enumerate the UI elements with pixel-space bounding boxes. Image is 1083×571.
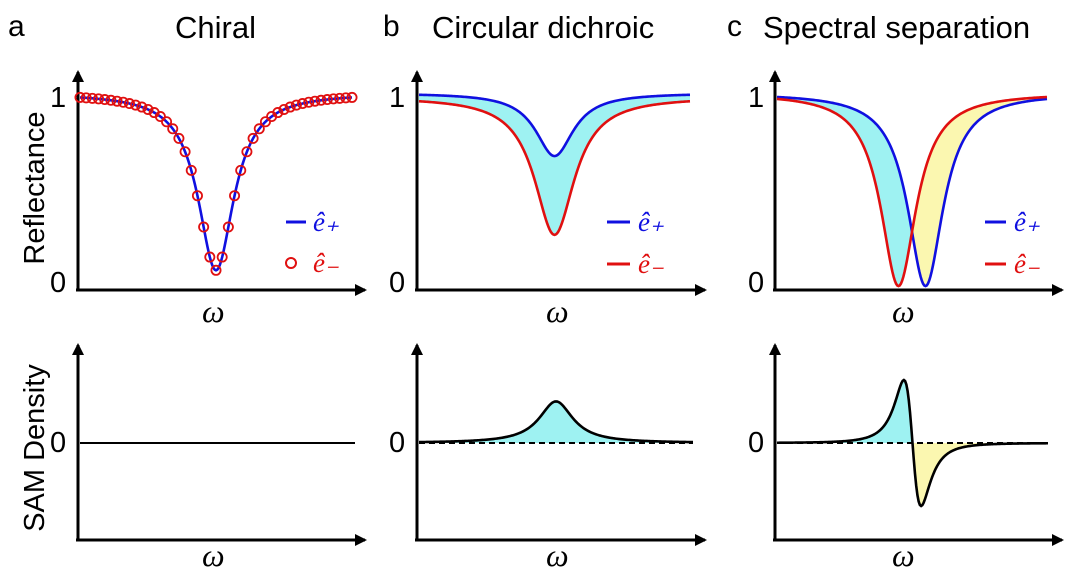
legend-plus-label: ê₊ bbox=[313, 207, 339, 237]
sam-density-curve bbox=[776, 378, 1049, 508]
series-minus-marker bbox=[130, 99, 142, 111]
tick-one: 1 bbox=[748, 82, 764, 114]
series-minus-marker bbox=[216, 251, 228, 263]
series-minus-marker bbox=[111, 95, 123, 107]
panel-b-letter: b bbox=[383, 10, 400, 43]
series-minus-marker bbox=[327, 93, 339, 105]
sam-fill-positive bbox=[777, 380, 914, 459]
panel-a-sam-plot: 0 ω bbox=[50, 343, 367, 571]
series-minus-marker bbox=[161, 116, 173, 128]
legend-minus-label: ê₋ bbox=[638, 249, 664, 279]
tick-one: 1 bbox=[50, 82, 66, 114]
series-minus-marker bbox=[136, 101, 148, 113]
series-minus-marker bbox=[303, 96, 315, 108]
series-plus-line bbox=[79, 96, 353, 272]
legend-plus-label: ê₊ bbox=[638, 207, 664, 237]
panel-a-reflectance-plot: 1 0 ω ê₊ ê₋ bbox=[50, 70, 367, 329]
panel-b-title: Circular dichroic bbox=[432, 10, 654, 45]
series-minus-marker bbox=[334, 92, 346, 104]
panel-b-sam-plot: 0 ω bbox=[389, 343, 707, 571]
x-axis-label: ω bbox=[202, 293, 225, 329]
series-minus-marker bbox=[235, 164, 247, 176]
series-minus-marker bbox=[142, 103, 154, 115]
legend-minus-label: ê₋ bbox=[1014, 249, 1040, 279]
series-minus-marker bbox=[80, 92, 92, 104]
series-minus-marker bbox=[229, 190, 241, 202]
dichroic-fill-yellow bbox=[913, 97, 1047, 287]
series-minus-marker bbox=[173, 132, 185, 144]
series-minus-marker bbox=[222, 221, 234, 233]
legend-plus-label: ê₊ bbox=[1014, 207, 1040, 237]
tick-zero: 0 bbox=[50, 427, 66, 459]
series-minus-marker bbox=[86, 92, 98, 104]
series-minus-marker bbox=[309, 95, 321, 107]
series-minus-marker bbox=[241, 146, 253, 158]
legend: ê₊ ê₋ bbox=[285, 207, 339, 278]
series-minus-marker bbox=[340, 92, 352, 104]
series-minus-marker bbox=[123, 98, 135, 110]
dichroic-fill-cyan bbox=[777, 97, 914, 287]
panel-c-title: Spectral separation bbox=[763, 10, 1030, 45]
legend-minus-marker bbox=[285, 257, 297, 269]
series-minus-marker bbox=[117, 96, 129, 108]
ylabel-sam-density: SAM Density bbox=[19, 364, 51, 532]
x-axis-label: ω bbox=[546, 293, 569, 329]
tick-zero: 0 bbox=[50, 267, 66, 299]
tick-zero: 0 bbox=[748, 427, 764, 459]
x-axis-label: ω bbox=[546, 537, 569, 571]
series-minus-marker bbox=[99, 94, 111, 106]
tick-one: 1 bbox=[389, 82, 405, 114]
series-minus-marker bbox=[204, 251, 216, 263]
series-minus-marker bbox=[93, 93, 105, 105]
series-minus-marker bbox=[167, 123, 179, 135]
sam-fill-negative bbox=[913, 443, 1048, 506]
series-minus-marker bbox=[272, 107, 284, 119]
panel-a-title: Chiral bbox=[175, 10, 256, 45]
panel-b-reflectance-plot: 1 0 ω ê₊ ê₋ bbox=[389, 70, 707, 329]
x-axis-label: ω bbox=[202, 537, 225, 571]
sam-fill-positive bbox=[419, 401, 693, 443]
series-minus-marker bbox=[315, 94, 327, 106]
legend-minus-label: ê₋ bbox=[313, 248, 339, 278]
series-plus-line bbox=[418, 93, 691, 158]
legend: ê₊ ê₋ bbox=[607, 207, 664, 279]
series-minus-marker bbox=[297, 98, 309, 110]
series-minus-marker bbox=[198, 221, 210, 233]
series-minus-marker bbox=[210, 264, 222, 276]
series-minus-marker bbox=[191, 190, 203, 202]
tick-zero: 0 bbox=[389, 267, 405, 299]
series-minus-marker bbox=[290, 99, 302, 111]
series-minus-line bbox=[776, 95, 1048, 288]
series-minus-marker bbox=[74, 91, 86, 103]
series-minus-marker bbox=[321, 94, 333, 106]
series-minus-marker bbox=[278, 103, 290, 115]
series-minus-marker bbox=[247, 132, 259, 144]
tick-zero: 0 bbox=[748, 267, 764, 299]
series-plus-line bbox=[776, 95, 1048, 288]
series-minus-marker bbox=[179, 146, 191, 158]
ylabel-reflectance: Reflectance bbox=[19, 111, 51, 264]
series-minus-marker bbox=[284, 101, 296, 113]
series-minus-marker bbox=[253, 123, 265, 135]
series-minus-marker bbox=[346, 91, 358, 103]
panel-a-letter: a bbox=[8, 10, 25, 43]
panel-c-reflectance-plot: 1 0 ω ê₊ ê₋ bbox=[748, 70, 1064, 329]
dichroic-fill-cyan bbox=[419, 94, 690, 235]
series-minus-marker bbox=[105, 94, 117, 106]
tick-zero: 0 bbox=[389, 427, 405, 459]
series-minus-marker bbox=[185, 164, 197, 176]
x-axis-label: ω bbox=[892, 293, 915, 329]
legend: ê₊ ê₋ bbox=[985, 207, 1040, 279]
sam-density-curve bbox=[418, 400, 694, 444]
x-axis-label: ω bbox=[892, 537, 915, 571]
series-minus-line bbox=[418, 99, 691, 237]
panel-c-sam-plot: 0 ω bbox=[748, 343, 1064, 571]
panel-c-letter: c bbox=[727, 10, 742, 43]
